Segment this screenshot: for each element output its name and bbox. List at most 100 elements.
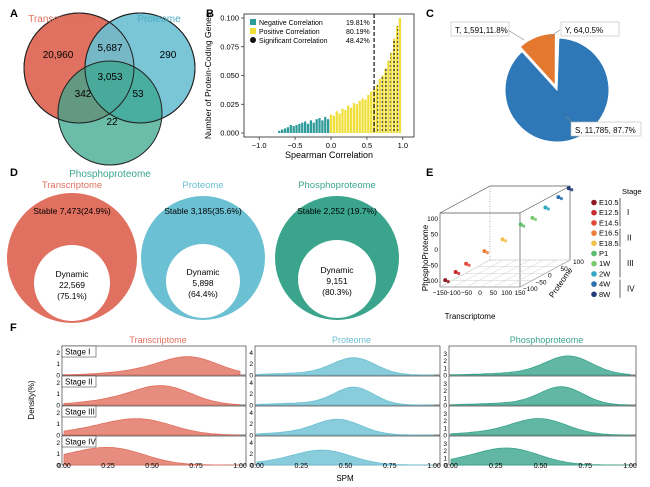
histogram-bar [375, 84, 379, 133]
histogram-bar [384, 68, 387, 133]
density-curve [450, 386, 631, 406]
x-tick-label: −1.0 [252, 141, 267, 150]
density-row-transcriptome-4: 0 1 2 Stage IV [56, 435, 247, 470]
density-y-tick: 2 [56, 380, 60, 387]
legend-label: 1W [599, 259, 611, 268]
density-x-tick: 1.00 [233, 463, 247, 470]
histogram-bar [292, 126, 295, 133]
x-tick-label: −50 [461, 290, 472, 297]
stage-label-box [61, 375, 97, 388]
density-curve [450, 447, 630, 466]
legend-dot-e18.5 [591, 240, 597, 247]
y-tick-label: 50 [561, 266, 569, 273]
scatter-point-2w [543, 205, 548, 210]
scatter-floor-grid [439, 259, 571, 288]
density-row-proteome-4: 0 2 4 [249, 435, 441, 470]
histogram-bar [298, 123, 301, 133]
density-x-tick: 0.00 [250, 463, 264, 470]
stage-label-box [61, 435, 97, 448]
legend-dot-8w [591, 291, 597, 298]
density-y-tick: 0 [56, 403, 60, 410]
x-tick-label: 0 [478, 290, 482, 297]
legend-swatch-positive [250, 28, 256, 34]
histogram-bar [381, 75, 384, 133]
density-y-tick: 3 [443, 351, 447, 358]
density-y-tick: 2 [443, 418, 447, 425]
density-xlabel: SPM [336, 474, 354, 483]
density-y-tick: 1 [56, 361, 60, 368]
venn-outline-proteome [84, 12, 196, 124]
density-y-tick: 0 [249, 433, 253, 440]
panel-letter-c: C [426, 8, 434, 20]
x-tick-label: 150 [515, 290, 526, 297]
legend-label-positive: Positive Correlation [259, 29, 320, 36]
histogram-bar [312, 122, 315, 133]
density-curve [256, 357, 434, 376]
y-tick-label: 0.000 [220, 129, 239, 138]
venn-value-p-only: 290 [160, 50, 177, 61]
density-y-tick: 3 [443, 381, 447, 388]
floor-gridline [506, 259, 557, 288]
density-x-tick: 0.75 [578, 463, 592, 470]
stage-label-box [61, 405, 97, 418]
panel-d-title-phosphoproteome: Phosphoproteome [298, 180, 376, 191]
density-y-tick: 2 [56, 350, 60, 357]
pie-label-y: Y, 64,0.5% [565, 26, 603, 35]
density-y-tick: 0 [443, 373, 447, 380]
density-y-tick: 1 [443, 425, 447, 432]
stable-dynamic-transcriptome: Transcriptome Stable 7,473(24.9%) Dynamic2… [7, 180, 137, 323]
density-y-tick: 0 [443, 463, 447, 470]
y-tick-label: 0.100 [220, 14, 239, 23]
density-curve [256, 449, 434, 466]
histogram-bar [281, 129, 284, 133]
scatter-point-8w [566, 186, 571, 191]
density-x-tick: 0.50 [145, 463, 159, 470]
density-y-tick: 1 [443, 455, 447, 462]
venn-label-proteome: Proteome [137, 14, 181, 25]
x-tick-label: −0.5 [288, 141, 303, 150]
density-curve [256, 386, 434, 406]
histogram-bar [329, 114, 333, 133]
legend-dot-2w [591, 271, 597, 277]
y-tick-label: 0.075 [220, 42, 239, 51]
legend-value-positive: 80.19% [346, 29, 370, 36]
density-y-tick: 1 [443, 395, 447, 402]
density-x-tick: 0.25 [294, 463, 308, 470]
histogram-bar [324, 116, 327, 133]
dynamic-count: 5,898 [192, 278, 214, 288]
legend-label: E18.5 [599, 239, 619, 248]
dynamic-label: Dynamic [55, 269, 89, 279]
legend-label-negative: Negative Correlation [259, 20, 323, 27]
histogram-bar [338, 113, 341, 133]
venn-outline-transcriptome [23, 12, 135, 124]
floor-gridline [493, 259, 544, 288]
y-tick-label: −50 [536, 279, 547, 286]
stage-roman-label: II [627, 234, 631, 243]
density-x-tick: 0.25 [489, 463, 503, 470]
density-ylabel: Density(%) [27, 380, 36, 419]
floor-gridline [466, 259, 517, 288]
legend-label: E10.5 [599, 198, 619, 207]
z-tick-label: −50 [427, 262, 438, 269]
venn-value-t-p: 5,687 [97, 43, 122, 54]
stable-dynamic-proteome: Proteome Stable 3,185(35.6%) Dynamic5,898(… [141, 180, 265, 320]
stage-roman-label: III [627, 259, 634, 268]
density-x-tick: 0.00 [57, 463, 71, 470]
dynamic-label: Dynamic [186, 267, 220, 277]
stage-label: Stage I [65, 348, 90, 357]
pie-leader-t [507, 29, 525, 41]
pie-label-box-s [570, 121, 642, 137]
panel-letter-b: B [206, 8, 214, 20]
scatter-point-replicate [570, 188, 574, 192]
scatter-point-1w [530, 215, 535, 220]
density-row-transcriptome-1: 0 1 2 Stage I [56, 345, 247, 380]
legend-dot-e10.5 [591, 199, 597, 206]
histogram-bar [349, 107, 353, 133]
y-tick-label: 100 [573, 259, 584, 266]
stable-count-label: Stable 3,185(35.6%) [164, 206, 242, 216]
scatter-point-e18.5 [500, 237, 505, 242]
